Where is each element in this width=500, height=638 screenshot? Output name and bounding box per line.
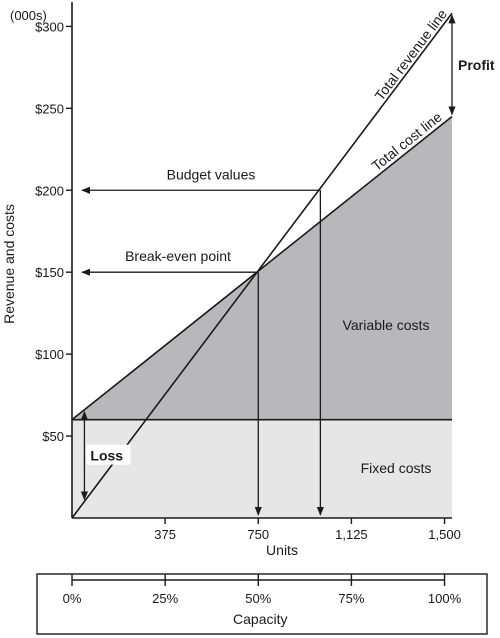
fixed-costs-label: Fixed costs [361, 460, 432, 476]
x-axis-ticks: 375 750 1,125 1,500 [154, 518, 461, 542]
guide-arrows [81, 186, 324, 516]
y-tick-label: $50 [42, 429, 64, 444]
x-tick-label: 1,125 [335, 527, 368, 542]
y-tick-label: $250 [35, 101, 64, 116]
capacity-tick-label: 50% [245, 591, 271, 606]
y-axis-title: Revenue and costs [1, 204, 17, 324]
profit-label: Profit [458, 57, 495, 73]
total-revenue-line-label: Total revenue line [371, 6, 450, 103]
capacity-tick-label: 100% [428, 591, 462, 606]
budget-values-label: Budget values [167, 166, 256, 182]
capacity-tick-label: 0% [63, 591, 82, 606]
capacity-ticks: 0% 25% 50% 75% 100% [63, 574, 462, 606]
x-tick-label: 375 [154, 527, 176, 542]
total-revenue-line [71, 12, 453, 519]
x-axis-title: Units [266, 542, 298, 558]
total-cost-line [71, 115, 453, 421]
y-tick-label: $100 [35, 347, 64, 362]
capacity-title: Capacity [233, 611, 287, 627]
x-tick-label: 1,500 [428, 527, 461, 542]
capacity-scale-box [36, 573, 488, 635]
capacity-tick-label: 25% [152, 591, 178, 606]
y-tick-label: $300 [35, 19, 64, 34]
break-even-point-label: Break-even point [125, 248, 231, 264]
loss-label: Loss [90, 448, 123, 464]
y-axis-ticks: $50 $100 $150 $200 $250 $300 [35, 19, 72, 444]
x-tick-label: 750 [247, 527, 269, 542]
loss-label-background [86, 444, 131, 465]
fixed-costs-region [72, 419, 452, 518]
variable-costs-label: Variable costs [343, 317, 430, 333]
capacity-tick-label: 75% [338, 591, 364, 606]
y-axis-units-label: (000s) [10, 8, 47, 23]
y-tick-label: $150 [35, 265, 64, 280]
y-tick-label: $200 [35, 183, 64, 198]
